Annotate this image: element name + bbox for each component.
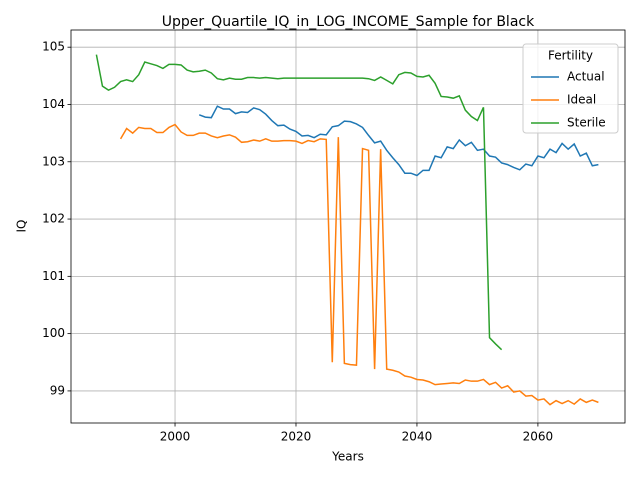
y-tick-label: 103	[42, 154, 65, 168]
x-tick-label: 2040	[402, 430, 433, 444]
legend-box	[522, 43, 619, 134]
x-axis-label: Years	[331, 450, 364, 464]
y-tick-label: 102	[42, 212, 65, 226]
legend-label: Ideal	[567, 93, 596, 107]
line-series	[198, 105, 599, 177]
legend-title: Fertility	[548, 49, 593, 63]
y-tick-label: 99	[50, 383, 65, 397]
line-series	[119, 123, 599, 406]
legend-label: Actual	[567, 70, 605, 84]
line-series	[95, 54, 503, 351]
y-tick-label: 101	[42, 269, 65, 283]
x-tick-label: 2020	[281, 430, 312, 444]
y-axis-label: IQ	[15, 220, 29, 233]
y-tick-label: 105	[42, 40, 65, 54]
y-tick-label: 100	[42, 326, 65, 340]
chart-title: Upper_Quartile_IQ_in_LOG_INCOME_Sample f…	[162, 14, 535, 30]
legend: Fertility Actual Ideal Sterile	[522, 43, 619, 134]
legend-label: Sterile	[567, 116, 606, 130]
x-tick-label: 2060	[523, 430, 554, 444]
plot-frame	[70, 29, 626, 424]
y-tick-label: 104	[42, 97, 65, 111]
x-tick-label: 2000	[160, 430, 191, 444]
